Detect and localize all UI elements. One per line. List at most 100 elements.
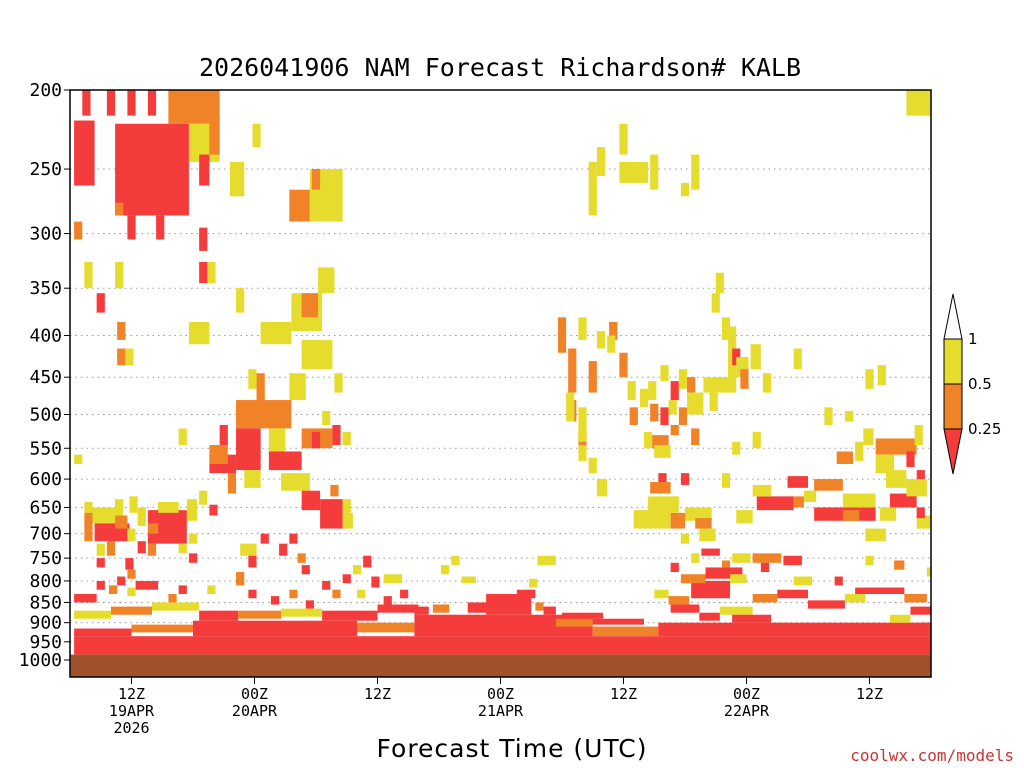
heatmap-cell-yellow bbox=[619, 123, 628, 155]
heatmap-cell-red bbox=[777, 589, 808, 599]
heatmap-cell-yellow bbox=[762, 373, 772, 393]
heatmap-cell-orange bbox=[131, 624, 193, 633]
colorbar-orange-band bbox=[943, 383, 963, 430]
heatmap-cell-yellow bbox=[281, 473, 310, 491]
heatmap-cell-red bbox=[74, 636, 932, 655]
heatmap-cell-red bbox=[658, 473, 667, 483]
heatmap-cell-yellow bbox=[685, 507, 712, 521]
x-tick-label: 22APR bbox=[724, 702, 770, 720]
x-tick-label: 12Z bbox=[610, 685, 637, 703]
heatmap-cell-red bbox=[156, 215, 165, 240]
heatmap-cell-yellow bbox=[648, 496, 679, 513]
heatmap-cell-orange bbox=[894, 560, 905, 570]
heatmap-cell-red bbox=[342, 574, 351, 584]
heatmap-cell-yellow bbox=[687, 392, 704, 415]
heatmap-cell-red bbox=[680, 473, 690, 485]
heatmap-cell-orange bbox=[84, 512, 93, 542]
heatmap-cell-yellow bbox=[699, 528, 716, 542]
y-tick-label: 400 bbox=[29, 325, 62, 346]
heatmap-cell-orange bbox=[680, 574, 706, 584]
heatmap-cell-yellow bbox=[152, 602, 200, 611]
heatmap-cell-yellow bbox=[342, 499, 351, 513]
x-tick-label: 00Z bbox=[241, 685, 268, 703]
heatmap-cell-red bbox=[301, 565, 310, 575]
heatmap-cell-orange bbox=[592, 626, 659, 637]
heatmap-cell-yellow bbox=[281, 608, 323, 617]
heatmap-cell-red bbox=[311, 431, 321, 449]
heatmap-cell-red bbox=[127, 90, 136, 116]
heatmap-cell-yellow bbox=[660, 365, 669, 382]
heatmap-cell-orange bbox=[115, 202, 124, 216]
heatmap-cell-yellow bbox=[84, 261, 93, 289]
heatmap-cell-yellow bbox=[236, 288, 245, 313]
heatmap-cell-red bbox=[332, 424, 341, 446]
heatmap-cell-yellow bbox=[596, 331, 606, 349]
heatmap-cell-red bbox=[890, 493, 917, 508]
heatmap-cell-yellow bbox=[529, 578, 538, 588]
y-tick-label: 800 bbox=[29, 571, 62, 592]
heatmap-cell-red bbox=[178, 585, 187, 595]
y-tick-label: 950 bbox=[29, 632, 62, 653]
heatmap-cell-yellow bbox=[855, 441, 864, 461]
heatmap-cell-yellow bbox=[709, 392, 718, 411]
heatmap-cell-yellow bbox=[691, 154, 700, 190]
heatmap-cell-orange bbox=[588, 361, 597, 393]
heatmap-cell-red bbox=[219, 424, 228, 446]
heatmap-cell-yellow bbox=[461, 576, 476, 584]
heatmap-cell-orange bbox=[609, 321, 618, 340]
heatmap-cell-orange bbox=[619, 352, 628, 378]
heatmap-cell-orange bbox=[111, 606, 152, 615]
heatmap-cell-yellow bbox=[715, 272, 724, 294]
heatmap-cell-red bbox=[670, 562, 679, 573]
heatmap-cell-orange bbox=[209, 445, 228, 465]
heatmap-cell-orange bbox=[311, 169, 321, 190]
y-tick-label: 200 bbox=[29, 80, 62, 101]
heatmap-cell-yellow bbox=[342, 512, 353, 529]
heatmap-cell-orange bbox=[236, 572, 245, 586]
heatmap-cell-red bbox=[96, 558, 105, 568]
y-tick-label: 300 bbox=[29, 224, 62, 245]
y-tick-label: 550 bbox=[29, 438, 62, 459]
heatmap-cell-yellow bbox=[824, 407, 833, 425]
heatmap-cell-red bbox=[855, 587, 905, 595]
x-tick-label: 20APR bbox=[232, 702, 278, 720]
heatmap-cell-yellow bbox=[914, 424, 923, 446]
heatmap-cell-yellow bbox=[639, 388, 649, 408]
heatmap-cell-yellow bbox=[654, 445, 671, 458]
heatmap-cell-red bbox=[732, 614, 772, 623]
heatmap-cell-red bbox=[670, 381, 679, 401]
heatmap-cell-yellow bbox=[732, 553, 751, 563]
heatmap-cell-red bbox=[377, 604, 419, 613]
heatmap-cell-orange bbox=[227, 473, 237, 494]
heatmap-cell-yellow bbox=[588, 161, 597, 216]
heatmap-cell-yellow bbox=[199, 490, 208, 505]
heatmap-cell-yellow bbox=[752, 484, 772, 497]
heatmap-cell-yellow bbox=[752, 431, 761, 449]
heatmap-cell-red bbox=[188, 553, 198, 563]
plot-area bbox=[69, 89, 932, 678]
heatmap-cell-red bbox=[910, 606, 931, 615]
heatmap-cell-yellow bbox=[588, 457, 597, 474]
heatmap-cell-orange bbox=[289, 589, 298, 599]
y-tick-label: 600 bbox=[29, 469, 62, 490]
heatmap-cell-red bbox=[920, 622, 931, 631]
heatmap-cell-red bbox=[322, 580, 331, 590]
chart-title: 2026041906 NAM Forecast Richardson# KALB bbox=[199, 53, 801, 82]
heatmap-cell-yellow bbox=[451, 555, 460, 566]
heatmap-cell-red bbox=[414, 606, 429, 615]
y-tick-label: 700 bbox=[29, 524, 62, 545]
heatmap-cell-orange bbox=[650, 403, 659, 422]
heatmap-cell-orange bbox=[147, 543, 157, 556]
heatmap-cell-yellow bbox=[566, 392, 575, 422]
heatmap-cell-yellow bbox=[260, 321, 292, 345]
heatmap-cell-yellow bbox=[607, 335, 616, 353]
heatmap-cell-yellow bbox=[342, 431, 351, 446]
heatmap-cell-yellow bbox=[115, 261, 124, 289]
heatmap-cell-yellow bbox=[596, 479, 608, 497]
y-tick-label: 250 bbox=[29, 159, 62, 180]
heatmap-cell-orange bbox=[289, 189, 310, 222]
heatmap-cell-orange bbox=[629, 407, 638, 425]
heatmap-cell-red bbox=[236, 428, 261, 471]
heatmap-cell-orange bbox=[357, 622, 415, 633]
heatmap-cell-yellow bbox=[596, 147, 606, 177]
